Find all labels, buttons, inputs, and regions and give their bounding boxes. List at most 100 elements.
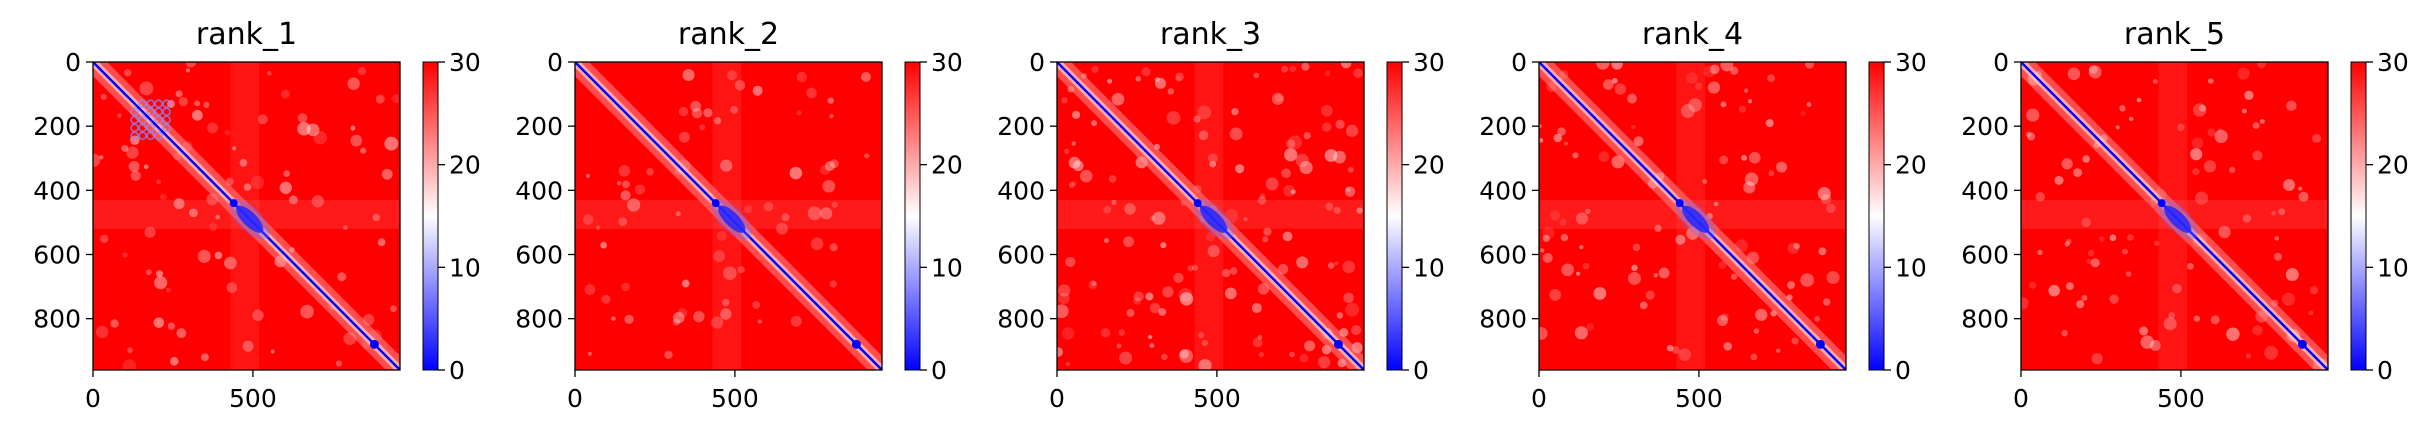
texture-dot xyxy=(1100,328,1111,338)
texture-dot xyxy=(1671,346,1680,354)
texture-dot xyxy=(722,298,730,307)
texture-dot xyxy=(2115,125,2120,130)
texture-dot xyxy=(1776,348,1781,353)
texture-dot xyxy=(2125,271,2132,277)
texture-dot xyxy=(1149,302,1161,314)
texture-dot xyxy=(155,270,164,278)
texture-dot xyxy=(1340,62,1352,69)
texture-dot xyxy=(1207,153,1218,164)
texture-dot xyxy=(2242,214,2252,223)
texture-dot xyxy=(1703,65,1716,78)
texture-dot xyxy=(1301,62,1310,71)
texture-dot xyxy=(1119,351,1133,365)
texture-dot xyxy=(350,134,363,147)
panel-title: rank_1 xyxy=(196,17,297,52)
contact-blob xyxy=(718,205,746,233)
texture-dot xyxy=(1720,62,1734,72)
texture-dot xyxy=(2086,258,2092,265)
texture-dot xyxy=(283,170,291,177)
texture-dot xyxy=(185,68,191,73)
texture-dot xyxy=(1225,287,1237,300)
texture-dot xyxy=(2082,155,2090,163)
texture-dot xyxy=(2278,208,2286,216)
heatmap-image xyxy=(575,62,882,370)
texture-dot xyxy=(646,168,654,176)
texture-dot xyxy=(2025,131,2032,138)
y-tick-label: 200 xyxy=(33,112,81,141)
texture-dot xyxy=(2264,345,2278,360)
colorbar-tick-label: 20 xyxy=(2377,151,2409,180)
y-tick-label: 400 xyxy=(515,176,563,205)
texture-dot xyxy=(2198,104,2206,112)
texture-dot xyxy=(1167,88,1175,95)
checker-dot xyxy=(130,107,139,116)
texture-dot xyxy=(824,161,835,172)
texture-dot xyxy=(2186,262,2194,270)
texture-dot xyxy=(2163,317,2177,331)
texture-dot xyxy=(1079,169,1093,183)
texture-dot xyxy=(1201,339,1208,347)
texture-dot xyxy=(2229,166,2236,174)
checker-dot xyxy=(138,131,147,141)
texture-dot xyxy=(2259,118,2265,124)
texture-dot xyxy=(1135,75,1142,82)
texture-dot xyxy=(189,208,198,218)
texture-dot xyxy=(691,107,703,119)
texture-dot xyxy=(288,195,298,205)
texture-dot xyxy=(1596,62,1610,70)
texture-dot xyxy=(1057,347,1063,357)
texture-dot xyxy=(126,146,139,159)
texture-dot xyxy=(678,131,690,143)
texture-dot xyxy=(1356,207,1363,214)
texture-dot xyxy=(1560,233,1569,242)
texture-dot xyxy=(2195,191,2209,205)
texture-dot xyxy=(672,318,680,326)
texture-dot xyxy=(1258,352,1264,358)
colorbar xyxy=(1868,61,1885,371)
contact-spot xyxy=(851,339,861,349)
colorbar-tick-label: 0 xyxy=(2377,356,2393,385)
checker-dot xyxy=(130,123,139,133)
texture-dot xyxy=(1058,284,1071,297)
contact-blob-halo xyxy=(2157,198,2198,240)
y-tick-label: 200 xyxy=(1479,112,1527,141)
colorbar-tick-label: 10 xyxy=(2377,253,2409,282)
texture-dot xyxy=(690,100,702,112)
texture-dot xyxy=(675,211,681,217)
texture-dot xyxy=(1198,359,1212,370)
texture-dot xyxy=(829,243,838,252)
texture-dot xyxy=(2088,65,2098,74)
texture-dot xyxy=(1738,105,1747,113)
texture-dot xyxy=(2154,240,2160,246)
texture-dot xyxy=(1221,268,1231,278)
heatmap-panel-3: rank_3 0 200 400 600 800 0 500 0 10 20 30 xyxy=(997,17,1445,413)
texture-dot xyxy=(781,213,790,222)
texture-dot xyxy=(165,287,172,293)
texture-dot xyxy=(734,79,746,91)
texture-dot xyxy=(582,214,594,225)
texture-dot xyxy=(1123,236,1135,248)
texture-dot xyxy=(372,213,380,222)
texture-dot xyxy=(1748,151,1761,164)
texture-dot xyxy=(827,97,834,104)
colorbar xyxy=(2350,61,2367,371)
contact-spot xyxy=(1675,199,1684,208)
y-tick-label: 200 xyxy=(1961,112,2009,141)
texture-dot xyxy=(1730,66,1739,75)
y-tick-label: 0 xyxy=(1511,48,1527,77)
texture-dot xyxy=(1321,104,1333,117)
texture-dot xyxy=(1160,242,1167,249)
texture-dot xyxy=(1582,262,1590,270)
texture-dot xyxy=(1793,242,1800,250)
texture-dot xyxy=(2172,283,2182,294)
texture-dot xyxy=(1175,72,1184,82)
texture-dot xyxy=(681,279,690,288)
texture-dot xyxy=(1718,261,1727,270)
texture-dot xyxy=(343,225,348,230)
texture-dot xyxy=(2274,236,2280,241)
texture-dot xyxy=(1158,308,1167,316)
texture-dot xyxy=(1145,292,1154,301)
texture-dot xyxy=(611,316,616,321)
texture-dot xyxy=(752,85,763,96)
